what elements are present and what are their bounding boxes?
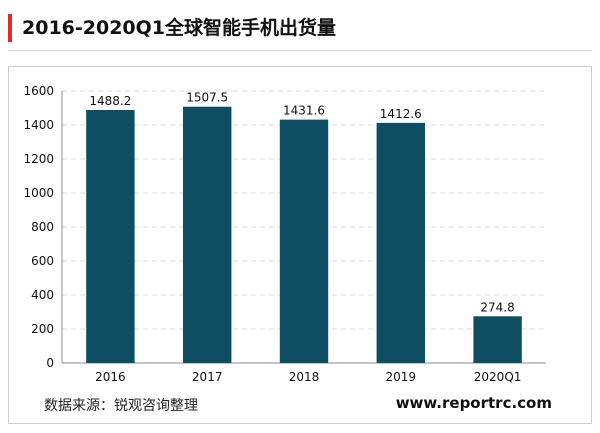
y-tick-label: 0 bbox=[46, 356, 54, 370]
bar bbox=[376, 122, 425, 363]
y-tick-label: 1200 bbox=[23, 152, 54, 166]
bar bbox=[473, 316, 522, 363]
x-tick-label: 2017 bbox=[192, 370, 223, 384]
y-tick-label: 200 bbox=[31, 322, 54, 336]
x-tick-label: 2019 bbox=[386, 370, 417, 384]
bar bbox=[183, 106, 232, 363]
bar-value-label: 1507.5 bbox=[186, 91, 228, 105]
y-tick-label: 1600 bbox=[23, 84, 54, 98]
bar bbox=[86, 110, 135, 363]
y-tick-label: 1000 bbox=[23, 186, 54, 200]
y-tick-label: 400 bbox=[31, 288, 54, 302]
title-accent-bar bbox=[8, 14, 12, 42]
bar-value-label: 1412.6 bbox=[380, 107, 422, 121]
website-label: www.reportrc.com bbox=[395, 394, 552, 412]
x-tick-label: 2016 bbox=[95, 370, 126, 384]
x-tick-label: 2020Q1 bbox=[474, 370, 522, 384]
chart-border bbox=[8, 66, 592, 424]
y-tick-label: 800 bbox=[31, 220, 54, 234]
chart-title: 2016-2020Q1全球智能手机出货量 bbox=[22, 17, 337, 39]
bar bbox=[279, 119, 329, 364]
bar-value-label: 1431.6 bbox=[283, 104, 325, 118]
bar-value-label: 1488.2 bbox=[89, 94, 131, 108]
bar-value-label: 274.8 bbox=[480, 300, 514, 314]
source-note: 数据来源：锐观咨询整理 bbox=[44, 398, 198, 414]
title-divider bbox=[8, 50, 592, 51]
y-tick-label: 1400 bbox=[23, 118, 54, 132]
x-tick-label: 2018 bbox=[289, 370, 320, 384]
y-tick-label: 600 bbox=[31, 254, 54, 268]
